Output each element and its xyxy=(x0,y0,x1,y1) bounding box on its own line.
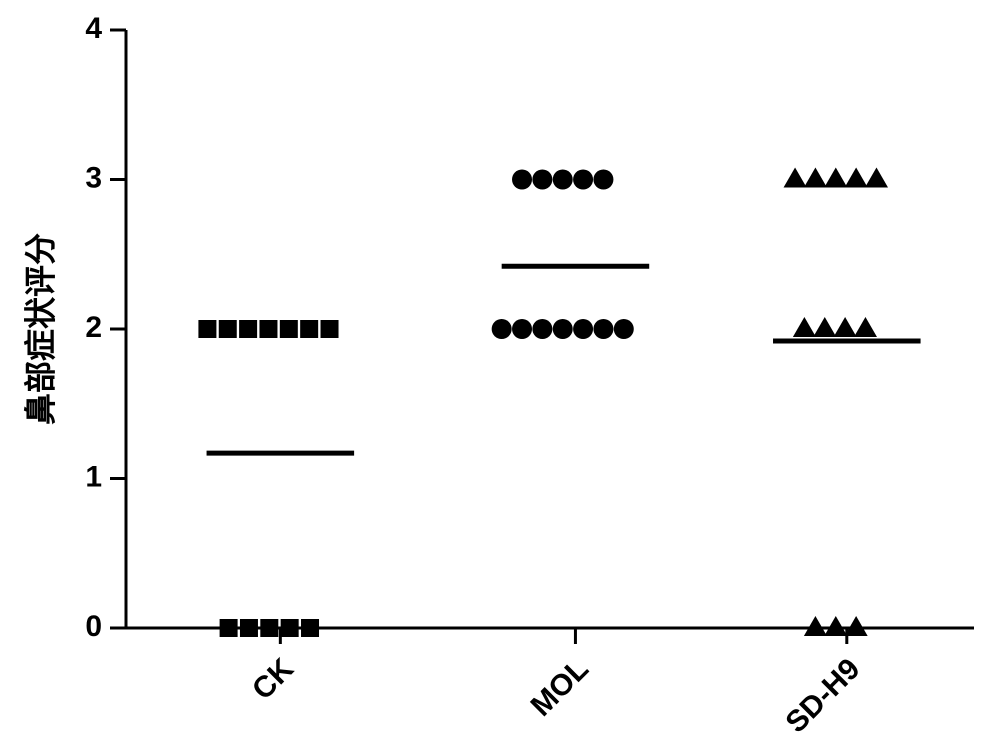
data-point xyxy=(824,168,847,188)
y-tick-label: 0 xyxy=(85,610,102,643)
data-point xyxy=(512,319,532,339)
data-point xyxy=(553,170,573,190)
data-point xyxy=(532,319,552,339)
data-point xyxy=(512,170,532,190)
x-category-label: SD-H9 xyxy=(779,652,866,739)
data-point xyxy=(784,168,807,188)
data-point xyxy=(280,320,298,338)
y-tick-label: 3 xyxy=(85,161,102,194)
data-point xyxy=(824,616,847,636)
data-point xyxy=(532,170,552,190)
data-point xyxy=(573,170,593,190)
data-point xyxy=(198,320,216,338)
data-point xyxy=(593,319,613,339)
data-point xyxy=(220,619,238,637)
data-point xyxy=(240,619,258,637)
data-point xyxy=(854,317,877,337)
chart-container: 0 1 2 3 4 鼻部症状评分 CK MOL SD-H9 xyxy=(0,0,1000,743)
data-point xyxy=(301,619,319,637)
data-point xyxy=(321,320,339,338)
data-point xyxy=(804,168,827,188)
data-point xyxy=(553,319,573,339)
y-tick-label: 2 xyxy=(85,311,102,344)
y-tick-label: 4 xyxy=(85,12,102,45)
data-point xyxy=(259,320,277,338)
data-point xyxy=(793,317,816,337)
data-point xyxy=(865,168,888,188)
x-category-label: CK xyxy=(246,652,300,706)
data-point xyxy=(260,619,278,637)
data-point xyxy=(845,168,868,188)
y-tick-label: 1 xyxy=(85,460,102,493)
data-point xyxy=(834,317,857,337)
data-point xyxy=(804,616,827,636)
data-point xyxy=(845,616,868,636)
data-point xyxy=(614,319,634,339)
data-point xyxy=(593,170,613,190)
data-point xyxy=(492,319,512,339)
data-point xyxy=(281,619,299,637)
data-point xyxy=(219,320,237,338)
data-point xyxy=(300,320,318,338)
y-axis-label: 鼻部症状评分 xyxy=(22,233,58,425)
x-category-label: MOL xyxy=(525,652,595,722)
data-point xyxy=(239,320,257,338)
data-point xyxy=(813,317,836,337)
scatter-chart: 0 1 2 3 4 鼻部症状评分 CK MOL SD-H9 xyxy=(0,0,1000,743)
data-point xyxy=(573,319,593,339)
